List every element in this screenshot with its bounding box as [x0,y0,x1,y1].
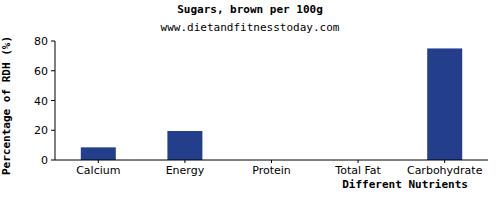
x-axis-title: Different Nutrients [342,178,468,191]
x-tick [98,160,99,163]
bar [427,48,462,160]
y-tick [51,160,55,161]
bar [167,131,202,160]
y-tick [51,100,55,101]
x-tick-label: Energy [166,164,205,177]
x-tick [184,160,185,163]
chart-container: Sugars, brown per 100g www.dietandfitness… [0,0,500,200]
y-tick-label: 0 [41,154,48,167]
x-tick-label: Calcium [76,164,120,177]
bars [81,48,462,160]
bar [81,147,116,160]
x-tick-label: Protein [252,164,291,177]
y-tick-label: 40 [34,95,48,108]
subtitle: www.dietandfitnesstoday.com [161,21,340,34]
title: Sugars, brown per 100g [177,3,323,16]
x-tick-label: Total Fat [334,164,381,177]
x-tick-label: Carbohydrate [407,164,483,177]
x-tick [444,160,445,163]
background [0,0,500,200]
y-tick [51,70,55,71]
y-axis-title: Percentage of RDH (%) [0,36,13,175]
y-tick-label: 20 [34,124,48,137]
y-tick-label: 60 [34,65,48,78]
chart-svg: Sugars, brown per 100g www.dietandfitness… [0,0,500,200]
y-tick-label: 80 [34,35,48,48]
y-tick [51,130,55,131]
x-tick [358,160,359,163]
x-tick [271,160,272,163]
y-tick [51,41,55,42]
